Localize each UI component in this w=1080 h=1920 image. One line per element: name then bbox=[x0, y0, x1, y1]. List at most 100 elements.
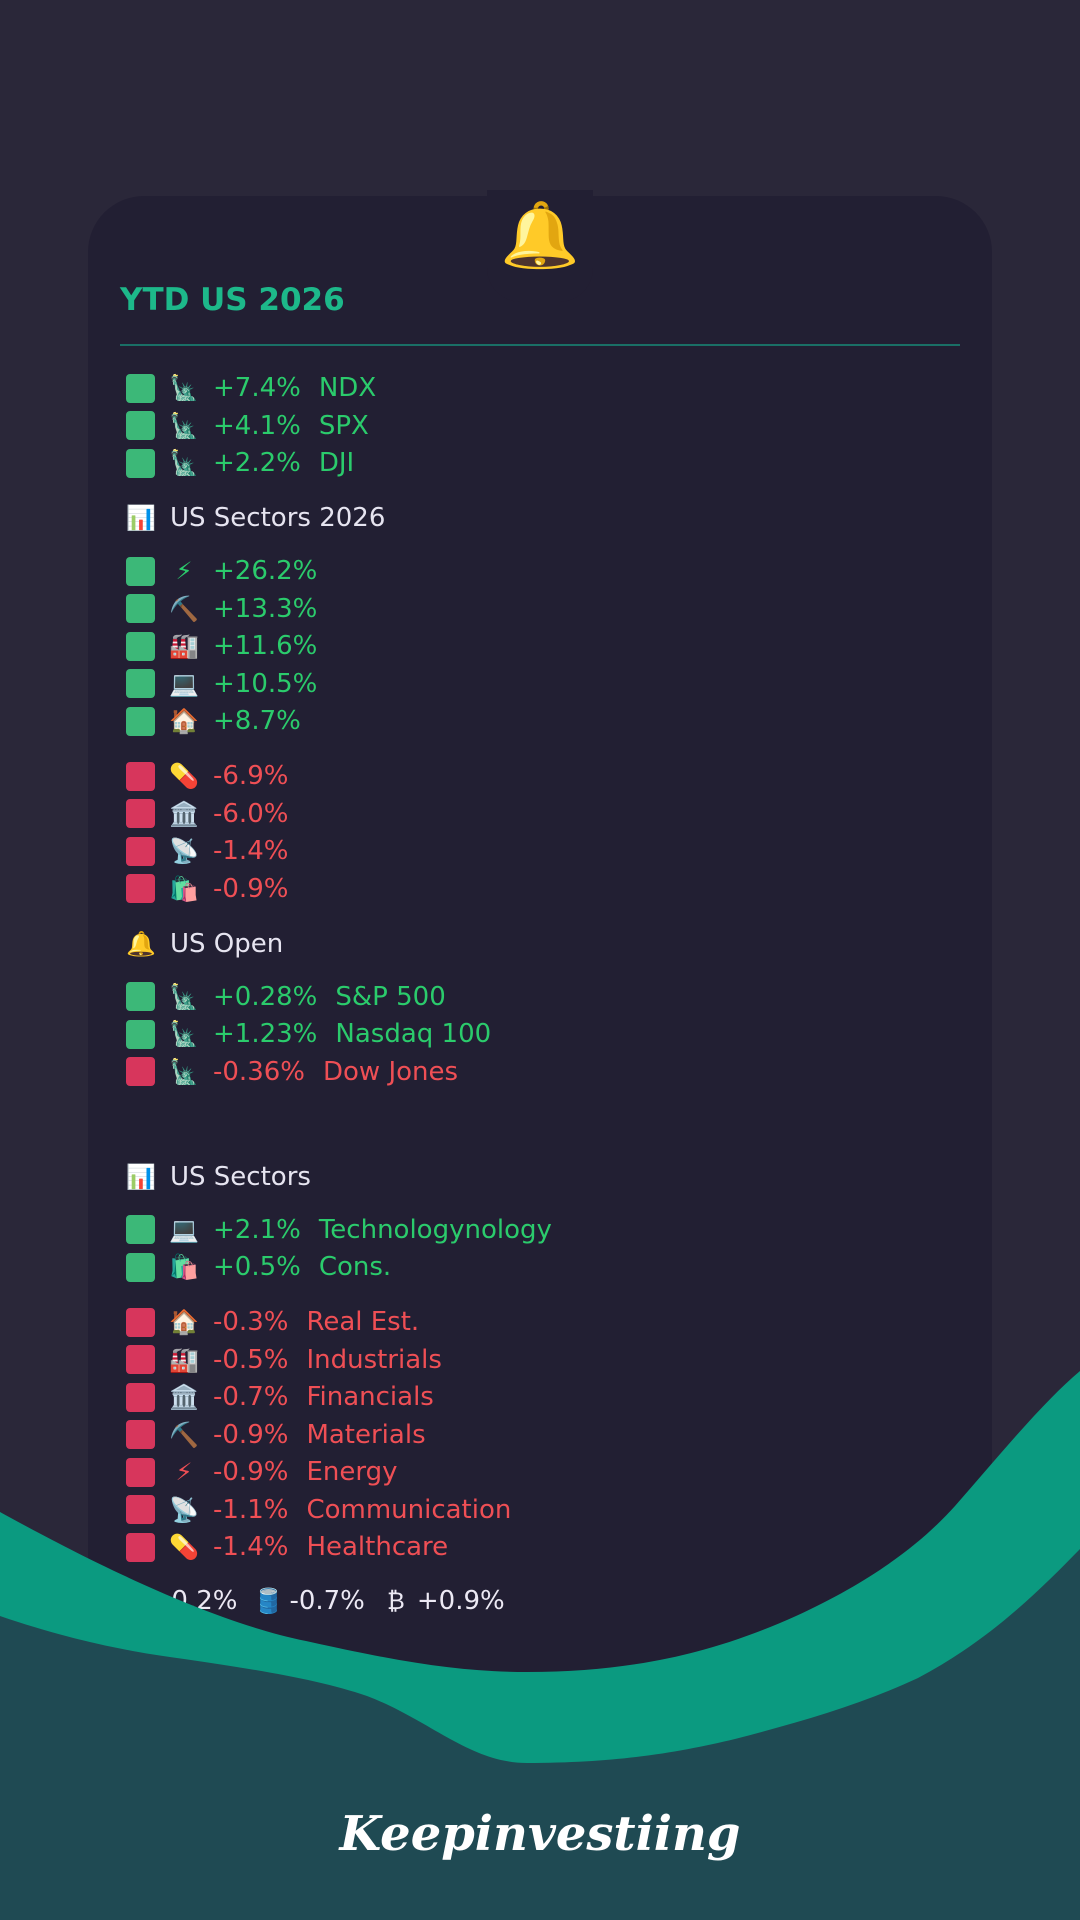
badge-icon: 🔔 bbox=[500, 199, 580, 273]
status-marker bbox=[126, 594, 155, 623]
quote-row: 📡 -1.1% Communication bbox=[126, 1491, 511, 1529]
row-icon: 🏛️ bbox=[169, 1383, 199, 1411]
row-icon: 📡 bbox=[169, 837, 199, 865]
quote-row: 💻 +10.5% bbox=[126, 665, 317, 703]
notch bbox=[487, 190, 593, 302]
quote-row: 🏠 -0.3% Real Est. bbox=[126, 1303, 419, 1341]
change-value: +13.3% bbox=[213, 593, 318, 624]
quote-row: 🏭 -0.5% Industrials bbox=[126, 1341, 442, 1379]
row-label: Cons. bbox=[318, 1252, 392, 1282]
status-marker bbox=[126, 1019, 155, 1049]
status-marker bbox=[126, 556, 155, 586]
change-value: +11.6% bbox=[213, 631, 318, 661]
row-label: Real Est. bbox=[306, 1307, 420, 1337]
change-value: +26.2% bbox=[213, 556, 318, 586]
status-marker bbox=[126, 448, 155, 478]
quote-row: 🏛️ -0.7% Financials bbox=[126, 1378, 434, 1416]
change-value: -1.4% bbox=[213, 836, 289, 866]
change-value: +0.28% bbox=[213, 981, 318, 1012]
row-icon: 📡 bbox=[169, 1495, 199, 1524]
change-value: -0.9% bbox=[213, 1419, 289, 1450]
row-icon: 🏛️ bbox=[169, 799, 199, 828]
quote-row: 🛍️ -0.9% bbox=[126, 870, 288, 908]
section-header: 📊 US Sectors bbox=[126, 1158, 311, 1196]
footer-value: -0.7% bbox=[289, 1586, 365, 1616]
row-icon: 💊 bbox=[169, 762, 199, 790]
quote-row: 🗽 +1.23% Nasdaq 100 bbox=[126, 1015, 491, 1053]
change-value: +1.23% bbox=[213, 1019, 318, 1049]
change-value: -0.5% bbox=[213, 1344, 289, 1375]
title: YTD US 2026 bbox=[120, 282, 345, 318]
row-icon: 🛍️ bbox=[169, 874, 199, 903]
status-marker bbox=[126, 761, 155, 791]
row-icon: 🗽 bbox=[169, 982, 199, 1011]
row-icon: 🏭 bbox=[169, 632, 199, 660]
change-value: -6.9% bbox=[213, 761, 289, 791]
status-marker bbox=[126, 1420, 155, 1449]
quote-row: 🏠 +8.7% bbox=[126, 702, 301, 740]
row-label: NDX bbox=[318, 373, 377, 403]
wave-teal bbox=[0, 1549, 1080, 1920]
row-icon: 🗽 bbox=[169, 374, 199, 402]
quote-row: 🗽 +7.4% NDX bbox=[126, 369, 376, 407]
status-marker bbox=[126, 1057, 155, 1086]
change-value: +2.1% bbox=[213, 1214, 301, 1245]
header-text: US Sectors bbox=[170, 1161, 311, 1192]
row-icon: 🗽 bbox=[169, 1020, 199, 1048]
quote-row: 🏛️ -6.0% bbox=[126, 795, 288, 833]
row-label: Financials bbox=[306, 1382, 434, 1412]
quote-row: 💻 +2.1% Technologynology bbox=[126, 1211, 552, 1249]
status-marker bbox=[126, 1457, 155, 1487]
row-icon: 💻 bbox=[169, 1215, 199, 1244]
status-marker bbox=[126, 1345, 155, 1374]
header-icon: 📊 bbox=[126, 504, 156, 532]
change-value: +2.2% bbox=[213, 448, 301, 478]
footer-value: +0.9% bbox=[416, 1586, 505, 1616]
status-marker bbox=[126, 799, 155, 828]
quote-row: ⛏️ +13.3% bbox=[126, 590, 317, 628]
change-value: -0.36% bbox=[213, 1056, 305, 1087]
row-icon: 🗽 bbox=[169, 1057, 199, 1086]
row-icon: 🏭 bbox=[169, 1345, 199, 1374]
change-value: -1.4% bbox=[213, 1532, 289, 1562]
status-marker bbox=[126, 411, 155, 440]
quote-row: 🗽 +4.1% SPX bbox=[126, 407, 369, 445]
row-label: DJI bbox=[318, 448, 355, 478]
change-value: +4.1% bbox=[213, 410, 301, 441]
header-icon: 📊 bbox=[126, 1162, 156, 1191]
row-label: Nasdaq 100 bbox=[335, 1019, 492, 1049]
status-marker bbox=[126, 373, 155, 403]
row-icon: ⚡ bbox=[175, 1458, 193, 1486]
row-icon: 🗽 bbox=[169, 411, 199, 440]
change-value: +7.4% bbox=[213, 373, 301, 403]
footer-icon: ₿ bbox=[386, 1586, 405, 1615]
row-icon: 💻 bbox=[169, 669, 199, 698]
status-marker bbox=[126, 669, 155, 698]
row-label: Dow Jones bbox=[322, 1056, 459, 1087]
change-value: +0.5% bbox=[213, 1252, 301, 1282]
status-marker bbox=[126, 1252, 155, 1282]
row-icon: 🗽 bbox=[169, 449, 199, 477]
change-value: +8.7% bbox=[213, 706, 301, 736]
divider bbox=[120, 344, 960, 346]
quote-row: 📡 -1.4% bbox=[126, 832, 288, 870]
change-value: -0.3% bbox=[213, 1307, 289, 1337]
change-value: -6.0% bbox=[213, 798, 289, 829]
status-marker bbox=[126, 836, 155, 866]
quote-row: 🗽 -0.36% Dow Jones bbox=[126, 1053, 458, 1091]
status-marker bbox=[126, 1495, 155, 1524]
row-label: Industrials bbox=[306, 1344, 442, 1375]
change-value: -1.1% bbox=[213, 1494, 289, 1525]
row-label: Materials bbox=[306, 1419, 426, 1450]
quote-row: ⚡ -0.9% Energy bbox=[126, 1453, 397, 1491]
status-marker bbox=[126, 1532, 155, 1562]
quote-row: 🛍️ +0.5% Cons. bbox=[126, 1248, 391, 1286]
row-icon: ⛏️ bbox=[169, 594, 199, 623]
change-value: +10.5% bbox=[213, 668, 318, 699]
row-icon: 🏠 bbox=[169, 707, 199, 735]
status-marker bbox=[126, 1382, 155, 1412]
status-marker bbox=[126, 1215, 155, 1244]
change-value: -0.9% bbox=[213, 873, 289, 904]
